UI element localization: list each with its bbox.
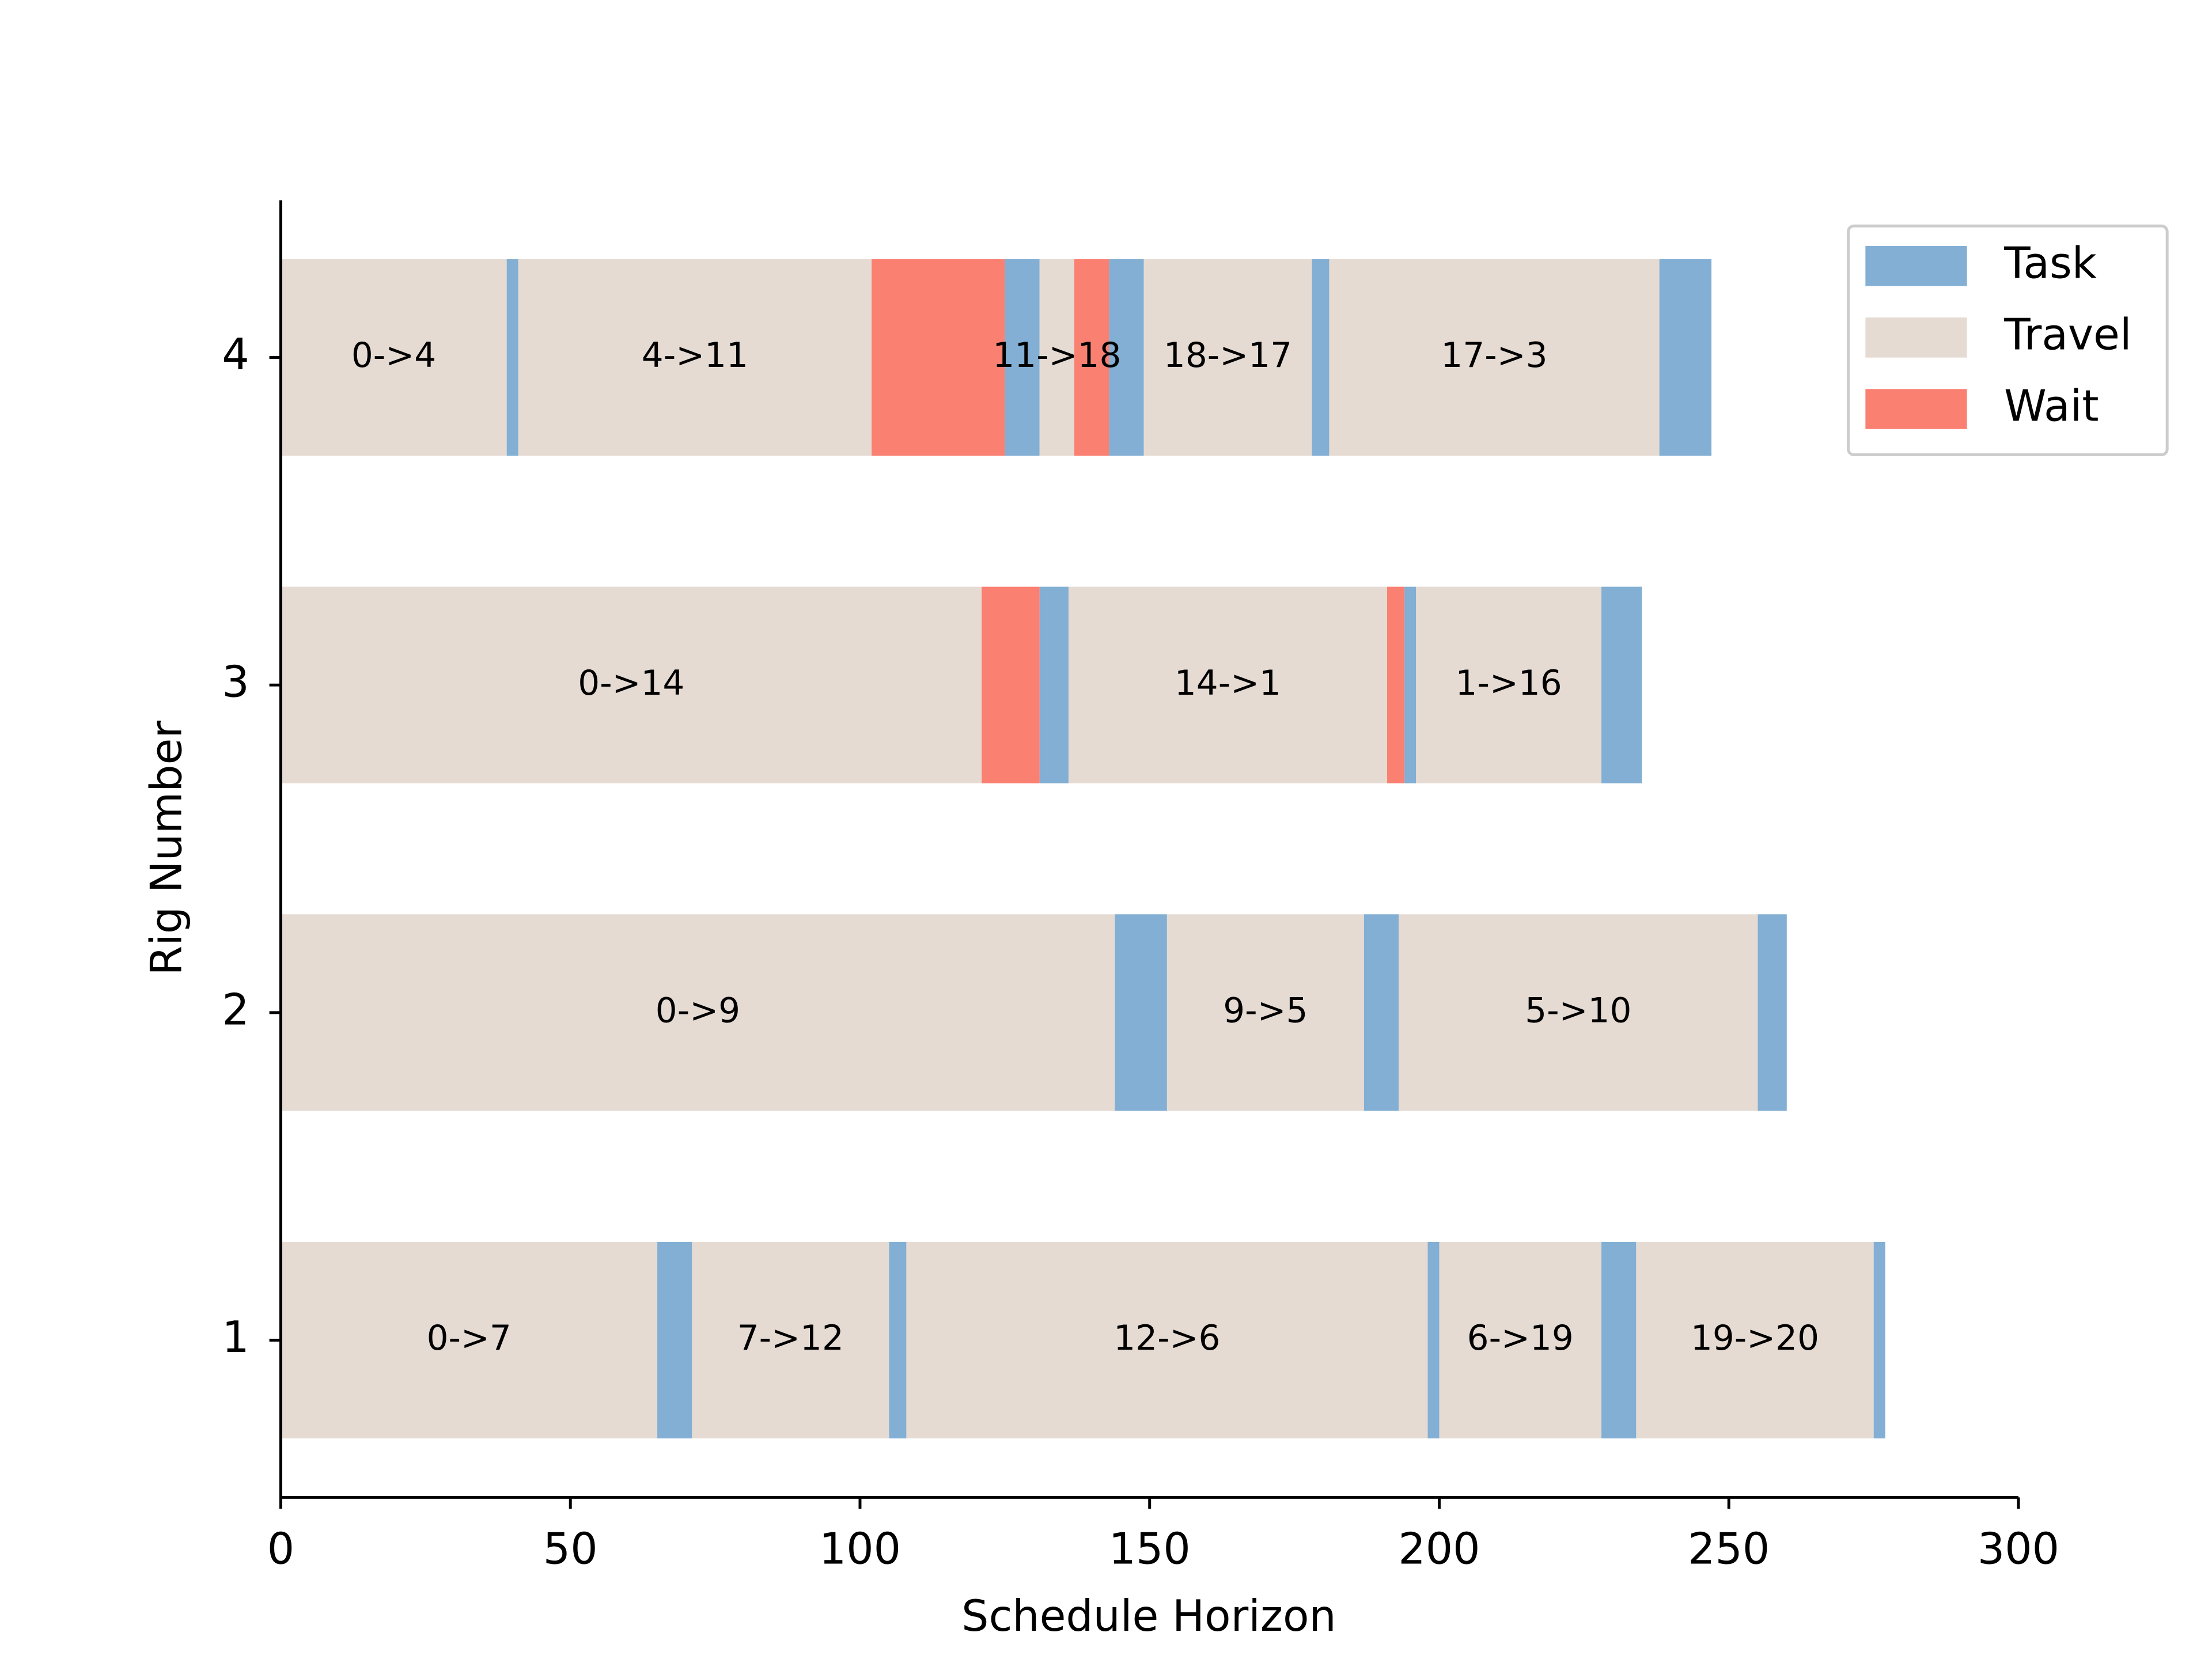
segment-label: 5->10 [1525, 991, 1631, 1031]
bar-segment [1399, 914, 1758, 1111]
y-tick-label: 3 [222, 657, 249, 707]
bar-segment [1439, 1241, 1602, 1439]
legend-label: Wait [2004, 381, 2099, 431]
x-tick-label: 100 [819, 1524, 901, 1574]
segment-label: 11->18 [993, 336, 1121, 376]
x-tick-label: 50 [543, 1524, 598, 1574]
bar-segment [1039, 259, 1075, 456]
bar-segment [657, 1241, 692, 1439]
segment-label: 7->12 [737, 1319, 844, 1358]
bar-segment [1074, 259, 1109, 456]
segment-label: 4->11 [642, 336, 748, 376]
bar-segment [1636, 1241, 1874, 1439]
legend-swatch [1865, 317, 1967, 358]
bar-segment [1404, 586, 1416, 783]
x-tick-label: 200 [1398, 1524, 1480, 1574]
legend-label: Task [2003, 238, 2097, 288]
bar-segment [1005, 259, 1040, 456]
segment-label: 14->1 [1175, 664, 1281, 703]
bar-segment [1166, 914, 1364, 1111]
bar-segment [1329, 259, 1660, 456]
segment-label: 0->9 [656, 991, 740, 1031]
bar-segment [1143, 259, 1312, 456]
bar-segment [872, 259, 1005, 456]
bar-segment [1109, 259, 1144, 456]
segment-label: 0->14 [578, 664, 684, 703]
bar-segment [692, 1241, 889, 1439]
x-tick-label: 300 [1978, 1524, 2059, 1574]
bar-segment [1115, 914, 1167, 1111]
segment-label: 17->3 [1441, 336, 1547, 376]
bar-segment [1601, 586, 1642, 783]
x-tick-label: 150 [1109, 1524, 1191, 1574]
segment-label: 18->17 [1164, 336, 1292, 376]
y-tick-label: 1 [222, 1312, 249, 1362]
bar-segment [281, 1241, 658, 1439]
bar-segment [1068, 586, 1387, 783]
legend: Task Travel Wait [1847, 224, 2169, 456]
segment-label: 0->4 [351, 336, 436, 376]
bar-segment [1387, 586, 1405, 783]
bar-segment [1873, 1241, 1885, 1439]
segment-label: 0->7 [427, 1319, 512, 1358]
bar-segment [982, 586, 1040, 783]
bar-segment [281, 586, 982, 783]
bar-segment [1758, 914, 1787, 1111]
x-tick-label: 0 [267, 1524, 294, 1574]
bar-segment [281, 259, 507, 456]
segment-label: 1->16 [1456, 664, 1562, 703]
legend-swatch [1865, 246, 1967, 286]
bar-segment [1601, 1241, 1637, 1439]
bar-segment [506, 259, 518, 456]
x-axis-label: Schedule Horizon [961, 1591, 1336, 1641]
legend-label: Travel [2003, 309, 2131, 359]
bar-segment [1312, 259, 1330, 456]
bar-segment [281, 914, 1115, 1111]
segment-label: 12->6 [1113, 1319, 1220, 1358]
legend-swatch [1865, 389, 1967, 429]
y-axis-label: Rig Number [141, 721, 191, 976]
bar-segment [1416, 586, 1602, 783]
y-tick-label: 2 [222, 984, 249, 1035]
bar-segment [1427, 1241, 1440, 1439]
bar-segment [1659, 259, 1712, 456]
segment-label: 19->20 [1691, 1319, 1819, 1358]
bar-segment [906, 1241, 1428, 1439]
y-tick-label: 4 [222, 329, 249, 380]
segment-label: 9->5 [1223, 991, 1308, 1031]
bar-segment [889, 1241, 907, 1439]
x-tick-label: 250 [1688, 1524, 1770, 1574]
bar-segment [1039, 586, 1069, 783]
segment-label: 6->19 [1467, 1319, 1574, 1358]
bar-segment [1363, 914, 1399, 1111]
bar-segment [518, 259, 872, 456]
